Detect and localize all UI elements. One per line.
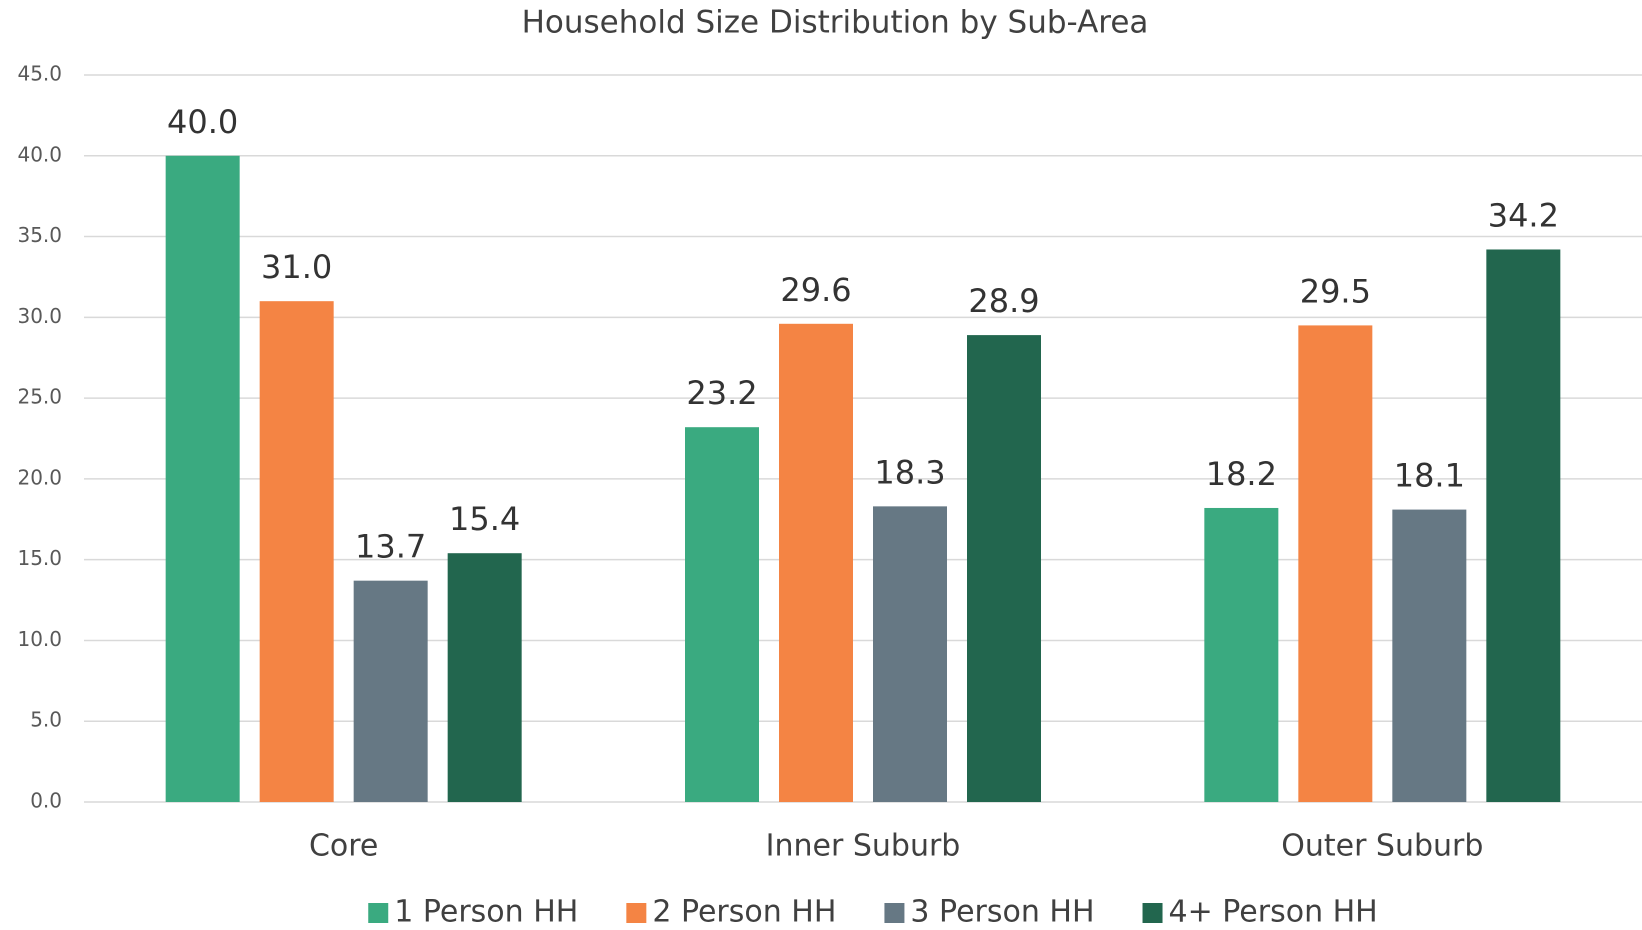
value-label: 40.0 [167,103,238,141]
value-label: 23.2 [686,374,757,412]
y-tick-label: 20.0 [17,465,62,489]
legend-label: 4+ Person HH [1169,895,1378,930]
bar [165,155,240,802]
bar [1486,249,1561,803]
y-tick-label: 25.0 [17,385,62,409]
bar [967,335,1041,802]
x-tick-label: Inner Suburb [766,829,961,864]
y-tick-label: 35.0 [17,223,62,247]
bar [259,301,334,802]
value-label: 18.2 [1206,455,1277,493]
bar [873,506,947,802]
x-tick-label: Core [309,829,378,864]
bar [1204,507,1279,802]
y-tick-label: 30.0 [17,304,62,328]
legend-swatch [884,903,905,923]
legend-swatch [1142,903,1163,923]
legend-label: 2 Person HH [652,895,836,930]
bar [779,323,853,802]
value-label: 28.9 [968,282,1039,320]
bar [447,553,522,802]
value-label: 31.0 [261,248,332,286]
bar [353,580,428,802]
bar [1392,509,1467,802]
value-label: 15.4 [449,500,520,538]
chart-title: Household Size Distribution by Sub-Area [522,5,1149,41]
value-label: 18.3 [874,453,945,491]
y-tick-label: 40.0 [17,142,62,166]
x-tick-label: Outer Suburb [1281,829,1483,864]
y-tick-label: 10.0 [17,627,62,651]
legend-label: 3 Person HH [910,895,1094,930]
bar [685,427,759,802]
y-tick-label: 0.0 [30,789,62,813]
value-label: 29.6 [780,271,851,309]
y-tick-label: 15.0 [17,546,62,570]
value-label: 18.1 [1394,457,1465,495]
value-label: 13.7 [355,528,426,566]
y-tick-label: 5.0 [30,708,62,732]
legend-label: 1 Person HH [394,895,578,930]
legend-swatch [368,903,389,923]
bar [1298,325,1373,802]
value-label: 34.2 [1488,196,1559,234]
legend-swatch [626,903,647,923]
value-label: 29.5 [1300,272,1371,310]
y-tick-label: 45.0 [17,62,62,86]
